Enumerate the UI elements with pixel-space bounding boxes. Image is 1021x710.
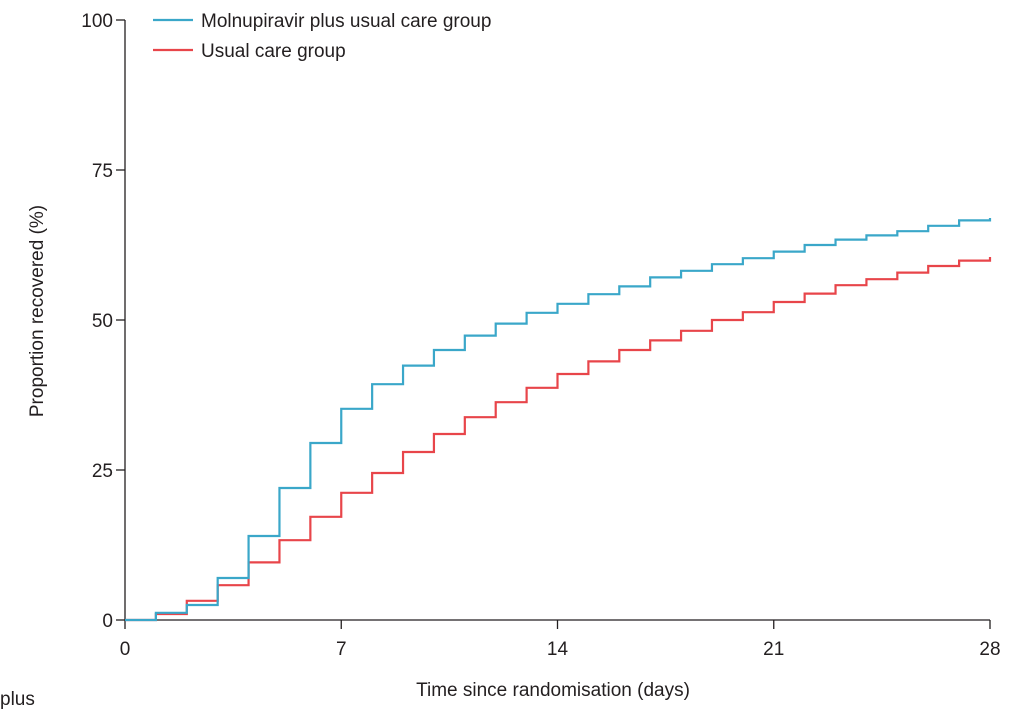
- x-axis-title: Time since randomisation (days): [416, 680, 690, 701]
- y-tick-label: 0: [102, 611, 113, 632]
- legend-label: Usual care group: [201, 41, 346, 62]
- y-tick-label: 25: [92, 461, 113, 482]
- y-axis-title: Proportion recovered (%): [27, 205, 48, 417]
- axes: 0 25 50 75 100 0 7 14 21 28: [81, 11, 1000, 660]
- x-tick-label: 7: [336, 639, 347, 660]
- x-tick-label: 0: [120, 639, 131, 660]
- y-tick-label: 50: [92, 311, 113, 332]
- y-tick-label: 75: [92, 161, 113, 182]
- x-tick-label: 28: [979, 639, 1000, 660]
- series-line-molnupiravir-plus-usual-care-group: [125, 218, 992, 622]
- x-tick-label: 14: [547, 639, 569, 660]
- legend: Molnupiravir plus usual care group Usual …: [153, 11, 491, 62]
- y-tick-label: 100: [81, 11, 113, 32]
- legend-label: Molnupiravir plus usual care group: [201, 11, 491, 32]
- series-line-usual-care-group: [125, 257, 992, 622]
- x-tick-label: 21: [763, 639, 784, 660]
- cutoff-text: plus: [0, 689, 35, 710]
- series-lines: [125, 218, 992, 622]
